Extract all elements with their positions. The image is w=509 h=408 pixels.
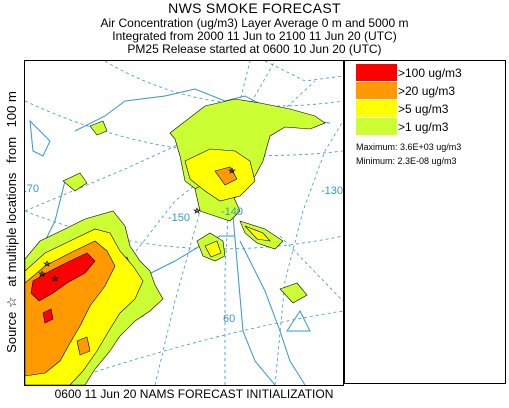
source-label-source: Source ☆ — [4, 296, 19, 353]
legend-panel: >100 ug/m3 >20 ug/m3 >5 ug/m3 >1 ug/m3 M… — [344, 60, 506, 384]
grid-label: -150 — [168, 212, 190, 224]
star-icon — [227, 167, 237, 174]
parallel-70 — [104, 61, 343, 107]
diag-ne — [264, 61, 343, 82]
legend-maximum: Maximum: 3.6E+03 ug/m3 — [356, 142, 462, 152]
subtitle-concentration: Air Concentration (ug/m3) Layer Average … — [100, 16, 409, 30]
grid-label: -170 — [25, 183, 39, 195]
star-icon — [37, 270, 47, 277]
border-canada — [229, 180, 276, 385]
band-gt100 — [30, 252, 96, 324]
meridian-170 — [25, 120, 231, 212]
legend-swatch-gt20 — [356, 82, 397, 99]
star-icon — [50, 275, 60, 282]
grid-label: 60 — [223, 313, 235, 325]
parallel-55 — [54, 310, 343, 385]
smoke-map: -170 -150 -140 -130 60 — [24, 60, 344, 386]
source-label: Source ☆ at multiple locations from 100 … — [4, 36, 20, 408]
parallel-60 — [25, 210, 343, 250]
legend-label-gt100: >100 ug/m3 — [398, 66, 462, 80]
star-icon — [42, 260, 52, 267]
page-title: NWS SMOKE FORECAST — [168, 0, 341, 16]
meridian-130 — [274, 120, 343, 385]
legend-label-gt1: >1 ug/m3 — [398, 120, 449, 134]
forecast-footer: 0600 11 Jun 20 NAMS FORECAST INITIALIZAT… — [54, 387, 334, 401]
legend-swatch-gt5 — [356, 100, 397, 117]
source-label-locations: at multiple locations — [4, 172, 19, 287]
star-icon — [192, 207, 202, 214]
legend-minimum: Minimum: 2.3E-08 ug/m3 — [356, 156, 457, 166]
legend-label-gt20: >20 ug/m3 — [398, 84, 456, 98]
source-label-height: 100 m — [4, 91, 19, 128]
lake — [286, 309, 311, 332]
map-canvas: -170 -150 -140 -130 60 — [25, 61, 343, 385]
legend-swatch-gt1 — [356, 118, 397, 135]
subtitle-integration: Integrated from 2000 11 Jun to 2100 11 J… — [112, 29, 397, 43]
bc-coast — [239, 240, 306, 385]
grid-label: -130 — [321, 185, 343, 197]
legend-label-gt5: >5 ug/m3 — [398, 102, 449, 116]
islands-west — [29, 119, 51, 157]
grid-label: -140 — [221, 206, 243, 218]
source-label-from: from — [4, 136, 19, 163]
subtitle-release: PM25 Release started at 0600 10 Jun 20 (… — [127, 42, 382, 56]
source-markers — [37, 167, 237, 282]
legend-swatch-gt100 — [356, 64, 397, 81]
smoke-plume — [25, 98, 326, 385]
